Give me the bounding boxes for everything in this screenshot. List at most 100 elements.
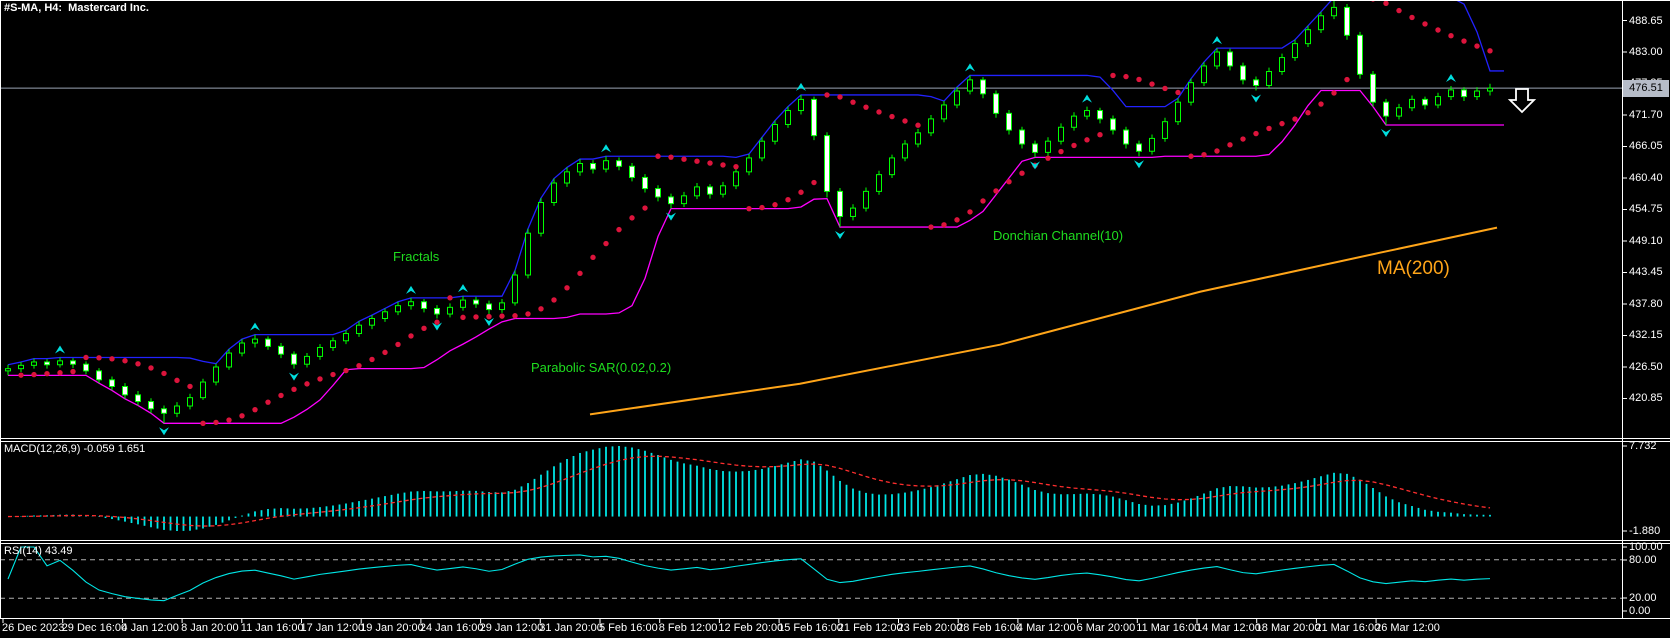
donchian-lower-line	[8, 89, 1504, 424]
psar-dot	[616, 226, 622, 233]
time-tick-label: 15 Feb 16:00	[778, 622, 843, 634]
psar-dot	[590, 254, 596, 261]
psar-dot	[1266, 125, 1272, 132]
candle-body	[304, 355, 310, 365]
rsi-scale-label: 80.00	[1629, 554, 1657, 566]
psar-dot	[1201, 152, 1207, 158]
candle-body	[1461, 89, 1467, 98]
macd-panel[interactable]	[7, 446, 1491, 531]
psar-dot	[265, 399, 271, 405]
psar-dot	[863, 104, 869, 110]
psar-dot	[421, 325, 427, 332]
candle-body	[161, 408, 167, 414]
fractal-down-arrow-icon	[1251, 94, 1261, 103]
psar-dot	[694, 158, 700, 164]
psar-dot	[330, 371, 336, 378]
candle-body	[1409, 98, 1415, 109]
psar-dot	[395, 341, 401, 348]
psar-dot	[122, 358, 128, 364]
candle-body	[707, 186, 713, 195]
candle-body	[1201, 65, 1207, 84]
psar-dot	[304, 381, 310, 387]
fractal-down-arrow-icon	[1381, 129, 1391, 138]
candle-body	[135, 394, 141, 403]
psar-dot	[993, 188, 999, 194]
fractal-up-arrow-icon	[458, 284, 468, 293]
psar-dot	[226, 417, 232, 423]
time-tick-label: 5 Feb 16:00	[599, 622, 658, 634]
psar-dot	[1371, 1, 1375, 2]
candle-body	[1383, 101, 1389, 117]
psar-dot	[759, 204, 765, 211]
candle-body	[642, 176, 648, 190]
candle-body	[1136, 143, 1142, 152]
psar-dot	[668, 154, 674, 160]
time-tick-label: 11 Mar 16:00	[1136, 622, 1201, 634]
psar-dot	[434, 319, 440, 325]
psar-dot	[408, 333, 414, 339]
psar-dot	[785, 197, 791, 203]
candle-body	[486, 303, 492, 311]
rsi-panel[interactable]	[0, 546, 1622, 602]
price-tick-label: 483.00	[1629, 46, 1663, 58]
psar-dot	[486, 313, 492, 320]
psar-dot	[1149, 81, 1155, 87]
time-tick-label: 21 Mar 16:00	[1315, 622, 1381, 634]
psar-dot	[642, 205, 648, 211]
psar-dot	[850, 99, 856, 105]
psar-dot	[1253, 130, 1259, 137]
candle-body	[473, 299, 479, 305]
psar-dot	[18, 372, 24, 378]
candle-body	[616, 160, 622, 167]
candle-body	[278, 345, 284, 355]
rsi-indicator-label: RSI(14) 43.49	[4, 545, 73, 557]
candle-body	[915, 132, 921, 145]
psar-dot	[512, 313, 518, 319]
psar-dot	[31, 371, 37, 378]
psar-dot	[1006, 178, 1012, 185]
psar-dot	[291, 386, 297, 393]
macd-indicator-label: MACD(12,26,9) -0.059 1.651	[4, 443, 146, 455]
candle-body	[1253, 79, 1259, 86]
candle-body	[1240, 65, 1246, 81]
fractal-up-arrow-icon	[1082, 94, 1092, 103]
candle-body	[980, 79, 986, 95]
candle-body	[811, 98, 817, 137]
candle-body	[1006, 112, 1012, 131]
time-tick-label: 4 Jan 12:00	[121, 622, 179, 634]
price-tick-label: 443.45	[1629, 266, 1663, 279]
candle-body	[863, 190, 869, 209]
candle-body	[421, 301, 427, 309]
candle-body	[837, 190, 843, 217]
candle-body	[31, 361, 37, 366]
psar-dot	[1019, 170, 1025, 176]
fractal-down-arrow-icon	[159, 427, 169, 436]
donchian-overlay-label: Donchian Channel(10)	[993, 228, 1124, 243]
psar-dot	[1474, 43, 1480, 49]
price-drop-arrow-icon	[1507, 88, 1537, 114]
candle-body	[83, 363, 89, 372]
fractal-up-arrow-icon	[1446, 74, 1456, 83]
time-tick-label: 23 Feb 20:00	[897, 622, 963, 634]
psar-dot	[889, 113, 895, 120]
candle-body	[512, 274, 518, 304]
candle-body	[785, 110, 791, 125]
candle-body	[564, 171, 570, 184]
candle-body	[668, 196, 674, 205]
psar-dot	[980, 198, 986, 204]
psar-dot	[1227, 142, 1233, 148]
time-tick-label: 14 Mar 12:00	[1196, 622, 1261, 634]
psar-dot	[1097, 132, 1103, 138]
candle-body	[1045, 140, 1051, 153]
candle-body	[187, 397, 193, 407]
candle-body	[1448, 89, 1454, 98]
psar-dot	[1279, 120, 1285, 127]
psar-dot	[356, 362, 362, 369]
candle-body	[772, 123, 778, 142]
main-price-panel[interactable]	[0, 0, 1622, 436]
candle-body	[1487, 87, 1493, 92]
time-tick-label: 6 Mar 20:00	[1076, 622, 1136, 634]
psar-dot	[70, 368, 76, 375]
